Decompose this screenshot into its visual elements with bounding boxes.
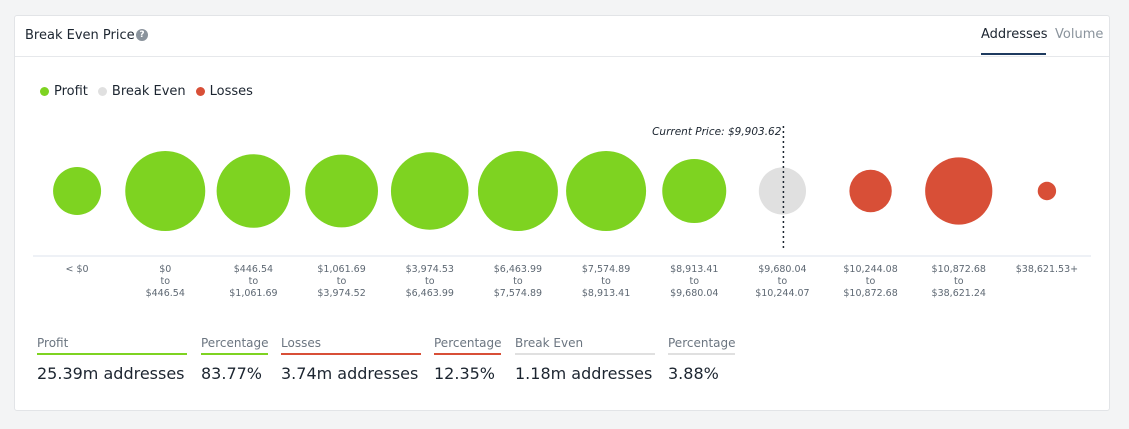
- stat-profit-percentage: Percentage 83.77%: [201, 336, 269, 383]
- bubble-profit[interactable]: [125, 151, 206, 231]
- x-tick-label: $3,974.53: [406, 264, 454, 275]
- stat-label: Percentage: [668, 336, 736, 355]
- x-tick-label: to: [601, 276, 611, 287]
- x-tick-label: $6,463.99: [494, 264, 542, 275]
- legend-item-losses[interactable]: Losses: [195, 84, 253, 99]
- x-tick-label: $446.54: [234, 264, 273, 275]
- stat-break-even: Break Even 1.18m addresses: [515, 336, 655, 383]
- x-tick-label: $10,244.07: [755, 288, 809, 299]
- question-circle-icon[interactable]: ?: [136, 29, 148, 41]
- stat-break-even-percentage: Percentage 3.88%: [668, 336, 736, 383]
- bubble-profit[interactable]: [566, 151, 647, 231]
- bubble-losses[interactable]: [849, 169, 892, 213]
- x-tick-label: to: [513, 276, 523, 287]
- legend-label-profit: Profit: [54, 84, 88, 99]
- x-tick-label: $10,872.68: [843, 288, 897, 299]
- x-tick-label: $10,872.68: [932, 264, 986, 275]
- bubble-profit[interactable]: [305, 154, 378, 228]
- current-price-label: Current Price: $9,903.62: [652, 126, 782, 138]
- x-tick-label: $6,463.99: [406, 288, 454, 299]
- bubble-profit[interactable]: [477, 151, 558, 231]
- x-tick-label: $1,061.69: [317, 264, 365, 275]
- x-tick-label: $10,244.08: [843, 264, 897, 275]
- x-tick-label: to: [249, 276, 259, 287]
- x-tick-label: $7,574.89: [494, 288, 542, 299]
- x-tick-label: to: [337, 276, 347, 287]
- legend-item-profit[interactable]: Profit: [40, 84, 88, 99]
- x-tick-label: to: [425, 276, 435, 287]
- bubble-profit[interactable]: [216, 154, 291, 228]
- card-title: Break Even Price: [25, 28, 135, 43]
- bubble-losses[interactable]: [925, 157, 993, 225]
- chart-legend: Profit Break Even Losses: [40, 84, 253, 99]
- x-tick-label: to: [866, 276, 876, 287]
- legend-label-losses: Losses: [209, 84, 253, 99]
- tab-volume[interactable]: Volume: [1055, 27, 1104, 42]
- x-tick-label: $38,621.53+: [1016, 264, 1078, 275]
- stat-value: 25.39m addresses: [37, 364, 185, 383]
- stat-label: Break Even: [515, 336, 655, 355]
- legend-dot-losses: [195, 87, 205, 96]
- stat-label: Profit: [37, 336, 187, 355]
- bubble-profit[interactable]: [662, 159, 727, 223]
- stat-losses: Losses 3.74m addresses: [281, 336, 421, 383]
- stat-losses-percentage: Percentage 12.35%: [434, 336, 502, 383]
- x-tick-label: to: [160, 276, 170, 287]
- stat-value: 1.18m addresses: [515, 364, 653, 383]
- legend-label-break-even: Break Even: [111, 84, 186, 99]
- x-tick-label: $8,913.41: [670, 264, 718, 275]
- x-tick-label: $9,680.04: [670, 288, 718, 299]
- stat-label: Percentage: [434, 336, 502, 355]
- x-tick-label: $7,574.89: [582, 264, 630, 275]
- stat-label: Percentage: [201, 336, 269, 355]
- stat-value: 3.88%: [668, 364, 719, 383]
- break-even-price-card: Break Even Price ? Addresses Volume Prof…: [14, 15, 1110, 411]
- x-tick-label: to: [689, 276, 699, 287]
- legend-dot-break-even: [97, 87, 107, 96]
- x-tick-label: $38,621.24: [932, 288, 986, 299]
- x-tick-label: $9,680.04: [758, 264, 806, 275]
- tab-addresses[interactable]: Addresses: [981, 27, 1048, 42]
- bubble-losses[interactable]: [1037, 181, 1057, 201]
- stat-value: 83.77%: [201, 364, 263, 383]
- stat-label: Losses: [281, 336, 421, 355]
- x-tick-label: $446.54: [146, 288, 185, 299]
- bubble-profit[interactable]: [53, 167, 102, 215]
- x-tick-label: to: [778, 276, 788, 287]
- x-tick-label: $8,913.41: [582, 288, 630, 299]
- legend-item-break-even[interactable]: Break Even: [97, 84, 186, 99]
- stat-value: 3.74m addresses: [281, 364, 419, 383]
- x-tick-label: $3,974.52: [317, 288, 365, 299]
- stat-profit: Profit 25.39m addresses: [37, 336, 187, 383]
- stat-value: 12.35%: [434, 364, 496, 383]
- bubble-profit[interactable]: [390, 152, 469, 230]
- x-tick-label: to: [954, 276, 964, 287]
- bubble-chart: < $0 $0to$446.54$446.54to$1,061.69$1,061.…: [33, 126, 1091, 299]
- bubble-break_even[interactable]: [758, 167, 807, 215]
- legend-dot-profit: [40, 87, 49, 96]
- x-tick-label: $1,061.69: [229, 288, 277, 299]
- x-tick-label: $0: [159, 264, 171, 275]
- card-header: Break Even Price ? Addresses Volume: [15, 16, 1109, 57]
- active-tab-indicator: [981, 53, 1046, 55]
- x-tick-label: < $0: [66, 264, 89, 275]
